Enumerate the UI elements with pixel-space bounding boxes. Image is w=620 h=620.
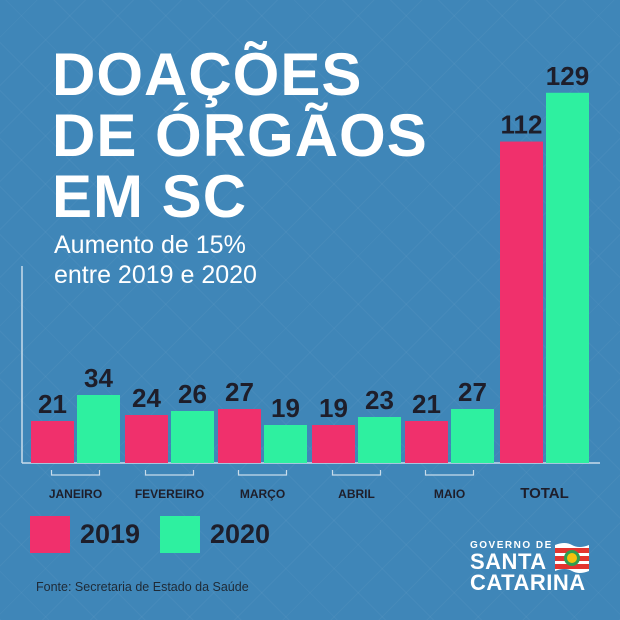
category-bracket-maio	[424, 470, 475, 476]
data-label-2019-maio: 21	[412, 389, 441, 419]
x-tick-label-total: TOTAL	[520, 485, 569, 502]
legend-label-2020: 2020	[210, 519, 271, 549]
bar-2020-fevereiro	[171, 411, 214, 463]
category-bracket-março	[237, 470, 288, 476]
legend-label-2019: 2019	[80, 519, 141, 549]
x-tick-label-janeiro: JANEIRO	[49, 487, 102, 501]
data-label-2020-fevereiro: 26	[178, 379, 207, 409]
bar-2020-abril	[358, 417, 401, 463]
legend-item-2019: 2019	[30, 516, 140, 553]
source-note: Fonte: Secretaria de Estado da Saúde	[36, 580, 249, 594]
legend-item-2020: 2020	[160, 516, 270, 553]
bar-2019-fevereiro	[125, 415, 168, 463]
bar-2020-janeiro	[77, 395, 120, 463]
data-label-2019-março: 27	[225, 377, 254, 407]
subtitle-line-1: Aumento de 15%	[54, 231, 246, 259]
logo-line-2: CATARINA	[470, 570, 586, 595]
title-line-1: DOAÇÕES	[52, 41, 363, 108]
x-tick-label-março: MARÇO	[240, 487, 285, 501]
bar-2020-total	[546, 92, 589, 464]
logo-line-1: SANTA	[470, 549, 547, 574]
data-label-2019-total: 112	[501, 110, 543, 140]
category-bracket-abril	[331, 470, 382, 476]
bar-2019-maio	[405, 421, 448, 463]
x-tick-label-fevereiro: FEVEREIRO	[135, 487, 204, 501]
data-label-2020-abril: 23	[365, 385, 394, 415]
page-title: DOAÇÕES DE ÓRGÃOS EM SC	[52, 44, 428, 227]
data-label-2020-total: 129	[546, 61, 589, 91]
data-label-2019-abril: 19	[319, 393, 348, 423]
legend-swatch-2020	[160, 516, 200, 553]
x-tick-label-maio: MAIO	[434, 487, 465, 501]
bar-2019-abril	[312, 425, 355, 463]
subtitle-line-2: entre 2019 e 2020	[54, 261, 257, 289]
legend-swatch-2019	[30, 516, 70, 553]
data-label-2020-janeiro: 34	[84, 363, 113, 393]
x-tick-label-abril: ABRIL	[338, 487, 375, 501]
bar-2020-maio	[451, 409, 494, 463]
bar-2019-março	[218, 409, 261, 463]
government-logo: GOVERNO DE SANTA CATARINA	[470, 540, 589, 595]
logo-top-text: GOVERNO DE	[470, 540, 553, 551]
category-bracket-janeiro	[50, 470, 101, 476]
data-label-2020-março: 19	[271, 393, 300, 423]
data-label-2020-maio: 27	[458, 377, 487, 407]
subtitle: Aumento de 15% entre 2019 e 2020	[54, 230, 257, 290]
bar-2019-janeiro	[31, 421, 74, 463]
title-line-3: EM SC	[52, 163, 248, 230]
sc-flag-icon	[555, 543, 589, 573]
data-label-2019-fevereiro: 24	[132, 383, 161, 413]
data-label-2019-janeiro: 21	[38, 389, 67, 419]
bar-2019-total	[500, 141, 543, 463]
title-line-2: DE ÓRGÃOS	[52, 102, 428, 169]
category-bracket-fevereiro	[144, 470, 195, 476]
bar-2020-março	[264, 425, 307, 463]
